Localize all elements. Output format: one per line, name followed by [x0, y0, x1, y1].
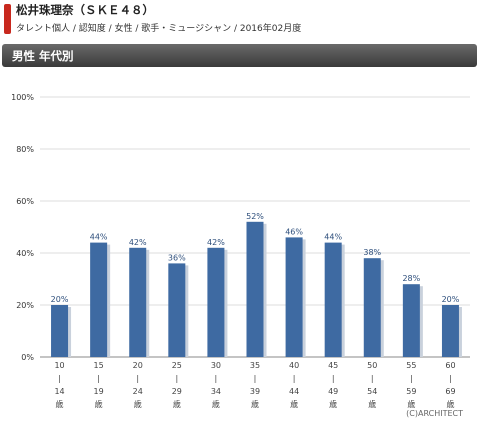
x-tick-label: 54 — [367, 387, 377, 396]
data-label: 46% — [285, 227, 303, 236]
y-tick-label: 0% — [21, 353, 34, 362]
title-accent-bar — [4, 4, 11, 34]
x-tick-label: 59 — [406, 387, 416, 396]
x-tick-label: | — [58, 374, 61, 383]
x-tick-label: | — [293, 374, 296, 383]
y-tick-label: 40% — [16, 249, 34, 258]
x-tick-label: 歳 — [251, 399, 259, 409]
x-tick-label: 19 — [94, 387, 104, 396]
bar-chart: 0% 20% 40% 60% 80% 100% 20% 10 | 14 歳 44% 15 | 19 歳 42% 2… — [11, 93, 470, 409]
bar — [90, 242, 108, 357]
x-tick-label: 44 — [289, 387, 299, 396]
y-tick-label: 20% — [16, 301, 34, 310]
data-label: 20% — [442, 295, 460, 304]
y-tick-label: 100% — [11, 93, 34, 102]
x-tick-label: 45 — [328, 361, 338, 370]
data-label: 36% — [168, 253, 186, 262]
x-tick-label: 歳 — [212, 399, 220, 409]
x-tick-label: | — [410, 374, 413, 383]
x-tick-label: 34 — [211, 387, 221, 396]
x-tick-label: 歳 — [173, 399, 181, 409]
section-banner-label: 男性 年代別 — [12, 49, 74, 63]
x-tick-label: 歳 — [95, 399, 103, 409]
x-tick-label: | — [332, 374, 335, 383]
x-tick-label: 歳 — [368, 399, 376, 409]
x-tick-label: 歳 — [446, 399, 454, 409]
copyright-text: (C)ARCHITECT — [406, 409, 463, 418]
x-tick-label: 10 — [54, 361, 64, 370]
x-tick-label: 40 — [289, 361, 299, 370]
bar — [207, 247, 225, 357]
x-tick-label: 15 — [94, 361, 104, 370]
x-tick-label: 24 — [133, 387, 143, 396]
x-tick-label: 39 — [250, 387, 260, 396]
header: 松井珠理奈（ＳＫＥ４８） タレント個人 / 認知度 / 女性 / 歌手・ミュージ… — [0, 0, 480, 40]
data-label: 42% — [207, 238, 225, 247]
x-tick-label: | — [449, 374, 452, 383]
bar — [324, 242, 342, 357]
x-tick-label: | — [215, 374, 218, 383]
x-tick-label: 55 — [406, 361, 416, 370]
x-tick-label: 30 — [211, 361, 221, 370]
x-tick-label: | — [175, 374, 178, 383]
x-tick-label: 69 — [445, 387, 455, 396]
x-tick-label: | — [371, 374, 374, 383]
data-label: 20% — [51, 295, 69, 304]
x-tick-label: 20 — [133, 361, 143, 370]
y-tick-label: 60% — [16, 197, 34, 206]
bar — [363, 258, 381, 357]
x-tick-label: 35 — [250, 361, 260, 370]
x-tick-label: | — [136, 374, 139, 383]
bar — [402, 284, 420, 357]
page-subtitle: タレント個人 / 認知度 / 女性 / 歌手・ミュージシャン / 2016年02… — [16, 24, 302, 34]
bar — [285, 237, 303, 357]
x-tick-label: 歳 — [56, 399, 64, 409]
data-label: 28% — [402, 274, 420, 283]
x-tick-label: 25 — [172, 361, 182, 370]
y-tick-label: 80% — [16, 145, 34, 154]
bar — [441, 305, 459, 357]
x-tick-label: 49 — [328, 387, 338, 396]
x-tick-label: 60 — [445, 361, 455, 370]
x-tick-label: 29 — [172, 387, 182, 396]
bar — [51, 305, 69, 357]
section-banner: 男性 年代別 — [2, 44, 477, 67]
x-tick-label: 50 — [367, 361, 377, 370]
x-tick-label: 歳 — [134, 399, 142, 409]
data-label: 38% — [363, 248, 381, 257]
bar — [129, 247, 147, 357]
data-label: 44% — [90, 233, 108, 242]
x-tick-label: | — [254, 374, 257, 383]
bar — [168, 263, 186, 357]
x-tick-label: 歳 — [329, 399, 337, 409]
data-label: 44% — [324, 233, 342, 242]
page-title: 松井珠理奈（ＳＫＥ４８） — [16, 3, 154, 17]
x-tick-label: 歳 — [407, 399, 415, 409]
x-tick-label: 歳 — [290, 399, 298, 409]
bar — [246, 221, 264, 357]
x-tick-label: 14 — [54, 387, 64, 396]
data-label: 52% — [246, 212, 264, 221]
x-tick-label: | — [97, 374, 100, 383]
data-label: 42% — [129, 238, 147, 247]
